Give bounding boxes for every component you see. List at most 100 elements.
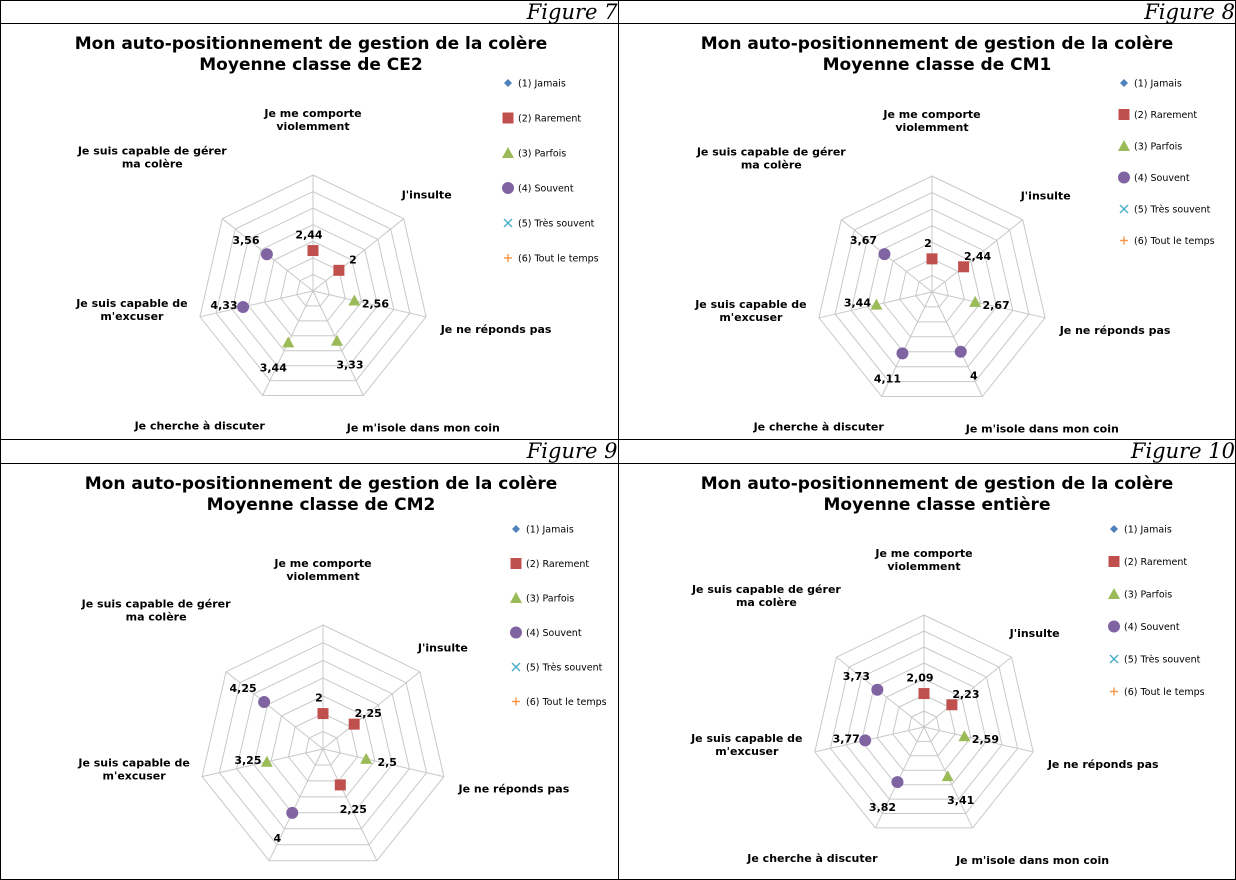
radar-grid-ring (263, 240, 363, 337)
legend-label: (4) Souvent (518, 184, 574, 195)
radar-category-line: Je cherche à discuter (134, 420, 266, 433)
radar-grid-ring (218, 641, 428, 845)
radar-category-line: violemment (286, 570, 359, 583)
radar-category-label: Je me comporte violemment (874, 547, 972, 573)
radar-grid-ring (305, 730, 341, 766)
legend-marker (1117, 171, 1130, 184)
data-point (926, 253, 937, 265)
radar-grid-ring (817, 175, 1046, 398)
radar-category-line: Je suis capable de (77, 756, 189, 769)
radar-category-label: Je suis capable de gérer ma colère (77, 145, 227, 171)
radar-chart-classe-entiere: Mon auto-positionnement de gestion de la… (690, 474, 1205, 867)
data-label: 4,11 (873, 373, 900, 386)
radar-category-line: Je me comporte (874, 547, 972, 560)
radar-category-line: Je ne réponds pas (1046, 758, 1158, 771)
radar-category-line: Je suis capable de (75, 297, 187, 310)
legend-label: (6) Tout le temps (526, 697, 607, 708)
radar-grid-ring (270, 695, 376, 798)
radar-spoke (880, 291, 932, 397)
radar-grid-ring (813, 614, 1034, 829)
figure-caption-10: Figure 10 (617, 439, 1236, 464)
figure-panel-10: Mon auto-positionnement de gestion de la… (617, 462, 1236, 880)
data-point (317, 707, 329, 719)
legend-label: (3) Parfois (526, 593, 574, 604)
data-point (282, 336, 295, 348)
radar-category-line: Je cherche à discuter (752, 421, 884, 434)
radar-category-label: Je suis capable de m'excuser (690, 732, 802, 758)
radar-spoke (322, 748, 378, 861)
data-point (260, 755, 273, 767)
radar-category-label: Je cherche à discuter (134, 420, 266, 433)
legend-label: (5) Très souvent (1124, 654, 1201, 665)
data-label: 4 (273, 831, 281, 844)
radar-category-line: Je me comporte (273, 557, 371, 570)
radar-grid (817, 175, 1046, 398)
legend-label: (2) Rarement (526, 559, 589, 570)
data-point (330, 334, 343, 346)
radar-category-label: Je suis capable de m'excuser (75, 297, 187, 323)
radar-grid (813, 614, 1034, 829)
radar-grid-ring (844, 646, 1003, 800)
radar-grid-ring (850, 208, 1013, 368)
radar-spoke (931, 291, 983, 397)
radar-grid-ring (201, 624, 445, 861)
radar-category-line: Je suis capable de gérer (77, 145, 227, 158)
data-label: 2,67 (982, 299, 1009, 312)
data-label: 2,09 (906, 671, 933, 684)
data-label: 3,82 (868, 801, 895, 814)
radar-category-line: m'excuser (103, 769, 167, 782)
data-point (945, 698, 957, 710)
radar-category-line: ma colère (122, 158, 183, 171)
radar-category-line: J'insulte (417, 641, 468, 654)
chart-title: Mon auto-positionnement de gestion de la… (75, 34, 548, 54)
radar-category-line: Je suis capable de gérer (695, 146, 845, 159)
data-point (941, 769, 954, 781)
data-label: 3,25 (234, 753, 261, 766)
data-point (258, 695, 271, 708)
radar-category-label: Je me comporte violemment (263, 107, 361, 133)
legend-marker (510, 626, 522, 639)
legend-marker (502, 112, 514, 124)
legend-marker (1109, 687, 1118, 696)
radar-category-label: Je m'isole dans mon coin (955, 854, 1109, 867)
data-label: 2,44 (964, 250, 991, 263)
data-point (333, 265, 345, 277)
legend-label: (3) Parfois (518, 149, 566, 160)
radar-grid (201, 624, 445, 861)
radar-category-label: Je suis capable de gérer ma colère (695, 146, 845, 172)
chart-title: Mon auto-positionnement de gestion de la… (700, 474, 1173, 494)
radar-category-label: Je suis capable de gérer ma colère (81, 597, 231, 623)
legend-marker (502, 182, 514, 195)
radar-category-label: Je cherche à discuter (752, 421, 884, 434)
radar-category-label: J'insulte (1008, 627, 1059, 640)
radar-grid (199, 174, 427, 397)
radar-category-label: Je ne réponds pas (458, 782, 570, 795)
radar-category-line: Je me comporte (882, 108, 980, 121)
chart-subtitle: Moyenne classe de CM2 (207, 495, 436, 515)
figure-panel-7: Mon auto-positionnement de gestion de la… (0, 23, 619, 441)
radar-category-label: J'insulte (417, 641, 468, 654)
legend-marker (503, 218, 513, 228)
radar-category-line: Je m'isole dans mon coin (955, 854, 1109, 867)
data-point (348, 294, 361, 306)
chart-title: Mon auto-positionnement de gestion de la… (85, 474, 558, 494)
legend-label: (5) Très souvent (518, 219, 595, 230)
data-point (890, 775, 903, 788)
radar-spoke (923, 656, 1012, 728)
data-label: 3,67 (849, 234, 876, 247)
legend-label: (4) Souvent (1134, 173, 1190, 184)
radar-grid-ring (287, 712, 359, 782)
radar-category-label: Je ne réponds pas (440, 323, 552, 336)
radar-category-line: Je suis capable de gérer (81, 597, 231, 610)
radar-grid-ring (215, 191, 411, 382)
data-point (954, 345, 967, 358)
chart-title: Mon auto-positionnement de gestion de la… (700, 34, 1173, 54)
data-label: 2,44 (295, 229, 322, 242)
figure-caption-9: Figure 9 (0, 439, 619, 464)
legend-label: (1) Jamais (1124, 524, 1172, 535)
radar-grid-ring (914, 275, 949, 308)
radar-grid-ring (860, 662, 987, 785)
data-point (260, 248, 273, 261)
data-point (895, 347, 908, 360)
legend-label: (3) Parfois (1134, 142, 1182, 153)
